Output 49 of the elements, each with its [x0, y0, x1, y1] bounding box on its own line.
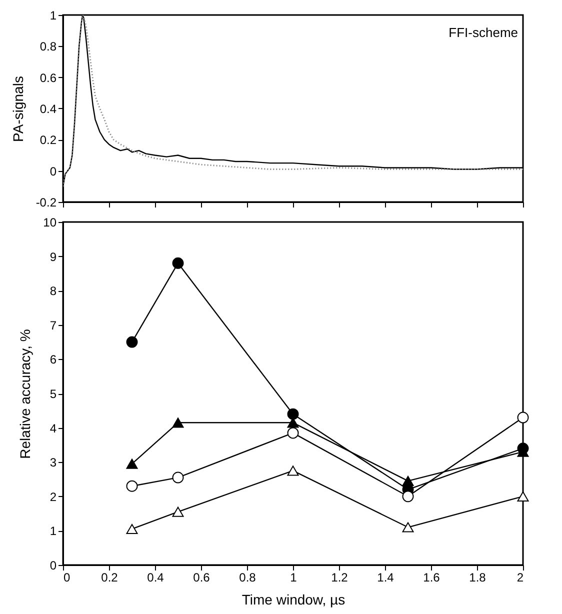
x-tick-label: 1.8 [469, 570, 486, 584]
point [517, 412, 529, 424]
y-tick-label: 3 [50, 456, 57, 470]
point [402, 476, 414, 486]
y-axis-title: Relative accuracy, % [17, 329, 34, 459]
y-tick-label: 0.8 [40, 40, 57, 54]
y-tick-label: 10 [43, 216, 57, 230]
point [287, 466, 299, 476]
y-tick-label: 1 [50, 524, 57, 538]
y-tick-label: 7 [50, 318, 57, 332]
point [126, 458, 138, 469]
x-tick-label: 2 [516, 570, 524, 584]
point [172, 506, 184, 517]
point [126, 524, 138, 534]
point [287, 408, 299, 420]
point [402, 522, 414, 532]
y-tick-label: 5 [50, 387, 57, 401]
point [402, 490, 414, 502]
y-tick-label: 4 [50, 421, 57, 436]
x-tick-label: 1.6 [423, 570, 440, 584]
x-axis-title: Time window, µs [242, 592, 346, 608]
point [126, 480, 138, 492]
y-tick-label: -0.2 [36, 196, 57, 210]
y-axis-title: PA-signals [10, 76, 26, 142]
x-tick-label: 0.4 [147, 570, 164, 584]
x-tick-label: 0 [64, 570, 70, 584]
y-tick-label: 0 [50, 558, 57, 572]
y-tick-label: 8 [50, 284, 57, 298]
annotation: FFI-scheme [448, 25, 518, 40]
point [172, 418, 184, 428]
point [126, 336, 138, 348]
y-tick-label: 0 [50, 164, 57, 178]
point [287, 427, 299, 439]
x-tick-label: 0.8 [239, 570, 256, 584]
point [172, 472, 184, 484]
y-tick-label: 9 [50, 250, 57, 264]
y-tick-label: 0.4 [40, 102, 57, 116]
x-tick-label: 0.2 [101, 570, 118, 584]
x-tick-label: 0.6 [193, 570, 210, 584]
point [517, 491, 529, 502]
y-tick-label: 0.2 [40, 133, 57, 148]
y-tick-label: 0.6 [40, 70, 57, 85]
x-tick-label: 1 [290, 570, 298, 584]
y-tick-label: 1 [50, 8, 57, 22]
x-tick-label: 1.4 [377, 570, 394, 584]
y-tick-label: 6 [50, 352, 57, 367]
x-tick-label: 1.2 [331, 570, 348, 584]
y-tick-label: 2 [50, 490, 57, 504]
point [172, 257, 184, 269]
